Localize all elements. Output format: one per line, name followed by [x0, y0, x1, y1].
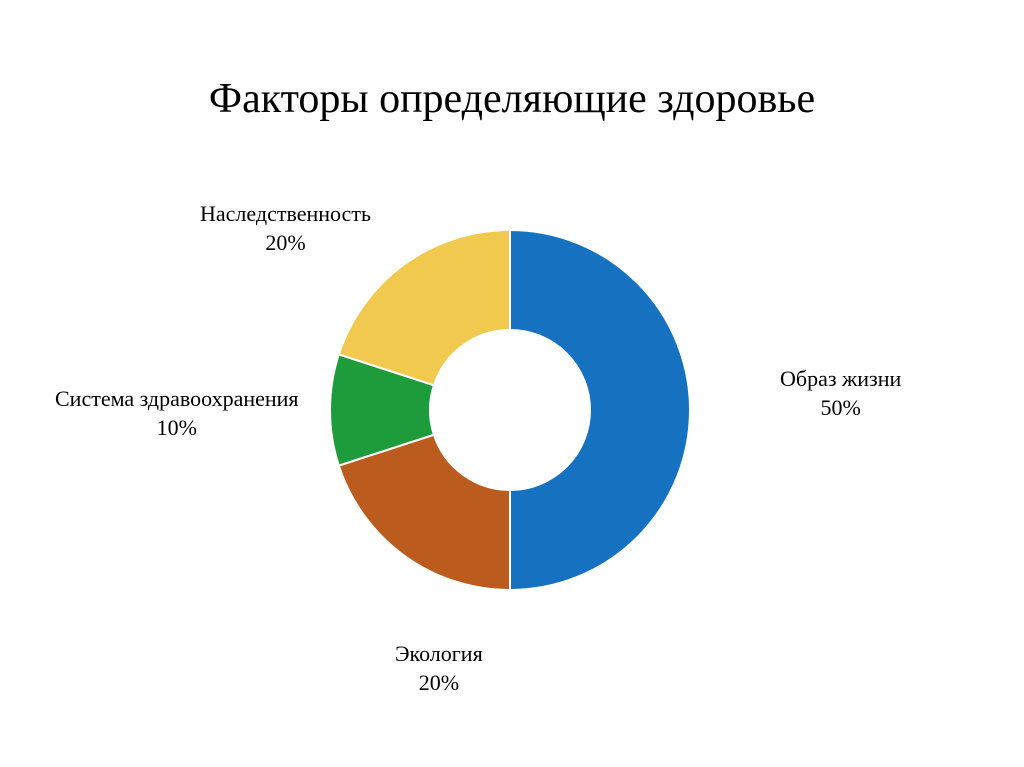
- donut-chart: Образ жизни 50% Экология 20% Система здр…: [0, 190, 1024, 720]
- slice-percent-text: 20%: [395, 669, 483, 698]
- slice-label-text: Система здравоохранения: [55, 385, 299, 414]
- slice-label-heredity: Наследственность 20%: [200, 200, 371, 257]
- slice-label-ecology: Экология 20%: [395, 640, 483, 697]
- donut-svg: [330, 230, 690, 590]
- donut-slice-0: [510, 230, 690, 590]
- slice-label-healthcare: Система здравоохранения 10%: [55, 385, 299, 442]
- slice-label-text: Образ жизни: [780, 365, 901, 394]
- slice-label-text: Наследственность: [200, 200, 371, 229]
- slice-percent-text: 50%: [780, 394, 901, 423]
- slice-percent-text: 20%: [200, 229, 371, 258]
- slice-label-lifestyle: Образ жизни 50%: [780, 365, 901, 422]
- chart-title: Факторы определяющие здоровье: [0, 75, 1024, 123]
- slice-label-text: Экология: [395, 640, 483, 669]
- slice-percent-text: 10%: [55, 414, 299, 443]
